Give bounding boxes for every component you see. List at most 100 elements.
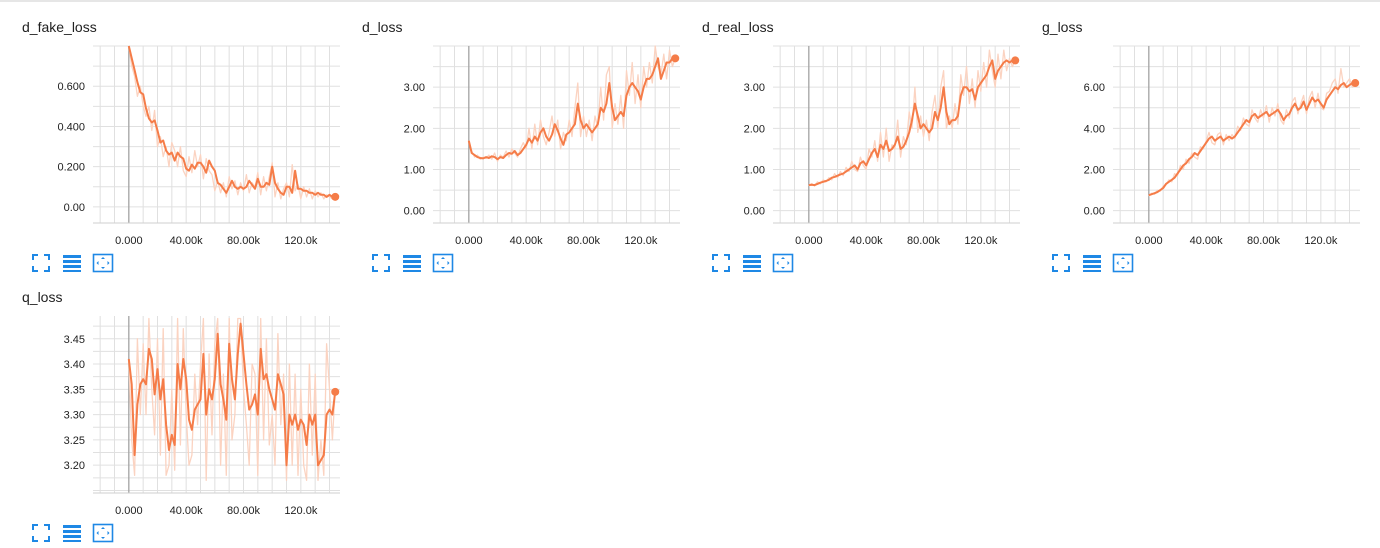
- x-tick-label: 120.0k: [284, 505, 318, 517]
- y-tick-label: 0.00: [404, 206, 425, 218]
- y-tick-label: 0.00: [64, 202, 85, 214]
- series-group: [808, 49, 1016, 187]
- y-tick-label: 0.200: [57, 162, 85, 174]
- expand-icon: [712, 254, 730, 272]
- x-tick-label: 0.000: [115, 235, 143, 247]
- series-group: [1148, 67, 1356, 197]
- chart-title: d_loss: [362, 19, 403, 35]
- chart-card-d-loss: d_loss 0.00 1.00 2.00 3.00 0.000 40.00k 80.00k…: [340, 0, 680, 273]
- y-tick-label: 4.00: [1084, 123, 1105, 135]
- expand-icon: [32, 524, 50, 542]
- chart-title: d_fake_loss: [22, 19, 97, 35]
- expand-button[interactable]: [370, 252, 392, 274]
- series-line-smoothed: [808, 59, 1016, 187]
- y-tick-label: 0.400: [57, 121, 85, 133]
- series-line-raw: [468, 45, 676, 162]
- y-tick-label: 3.30: [64, 410, 85, 422]
- y-tick-label: 3.00: [744, 82, 765, 94]
- chart-card-g-loss: g_loss 0.00 2.00 4.00 6.00 0.000 40.00k 80.00k…: [1020, 0, 1360, 273]
- x-tick-label: 80.00k: [1247, 235, 1281, 247]
- list-icon: [1083, 255, 1101, 272]
- x-tick-label: 80.00k: [227, 505, 261, 517]
- fit-to-data-button[interactable]: [92, 522, 114, 544]
- fit-to-data-icon: [92, 523, 114, 543]
- fit-to-data-button[interactable]: [1112, 252, 1134, 274]
- chart-card-d-real-loss: d_real_loss 0.00 1.00 2.00 3.00 0.000 40.00k 8…: [680, 0, 1020, 273]
- expand-button[interactable]: [1050, 252, 1072, 274]
- x-tick-label: 40.00k: [850, 235, 884, 247]
- expand-icon: [372, 254, 390, 272]
- fit-to-data-button[interactable]: [432, 252, 454, 274]
- series-line-smoothed: [1148, 82, 1356, 197]
- list-button[interactable]: [61, 252, 83, 274]
- series-line-raw: [128, 317, 336, 482]
- fit-to-data-icon: [1112, 253, 1134, 273]
- chart-title: d_real_loss: [702, 19, 774, 35]
- series-group: [467, 45, 676, 162]
- chart-card-q-loss: q_loss 3.20 3.25 3.30 3.35 3.40 3.45 0.000 40.0…: [0, 270, 340, 543]
- x-tick-label: 40.00k: [170, 505, 204, 517]
- chart-plot: 0.00 1.00 2.00 3.00 0.000 40.00k 80.00k 120.0k: [404, 45, 680, 247]
- x-tick-label: 120.0k: [624, 235, 658, 247]
- x-tick-label: 80.00k: [907, 235, 941, 247]
- series-line-smoothed: [127, 322, 337, 467]
- x-tick-label: 0.000: [1135, 235, 1163, 247]
- chart-card-d-fake-loss: d_fake_loss 0.00 0.200 0.400 0.600 0.000 40.0…: [0, 0, 340, 273]
- list-button[interactable]: [61, 522, 83, 544]
- chart-toolbar: [710, 252, 803, 274]
- y-tick-label: 2.00: [744, 123, 765, 135]
- fit-to-data-icon: [432, 253, 454, 273]
- y-tick-label: 3.35: [64, 384, 85, 396]
- y-tick-label: 2.00: [404, 123, 425, 135]
- list-button[interactable]: [1081, 252, 1103, 274]
- chart-plot: 3.20 3.25 3.30 3.35 3.40 3.45 0.000 40.00k 80.00…: [64, 316, 340, 517]
- y-tick-label: 3.45: [64, 334, 85, 346]
- x-tick-label: 80.00k: [567, 235, 601, 247]
- chart-toolbar: [370, 252, 463, 274]
- chart-plot: 0.00 2.00 4.00 6.00 0.000 40.00k 80.00k 120.0k: [1084, 45, 1360, 247]
- chart-plot: 0.00 1.00 2.00 3.00 0.000 40.00k 80.00k 120.0k: [744, 45, 1020, 247]
- y-tick-label: 1.00: [404, 164, 425, 176]
- y-tick-label: 0.00: [744, 206, 765, 218]
- series-end-marker: [331, 387, 340, 396]
- x-tick-label: 0.000: [455, 235, 483, 247]
- expand-button[interactable]: [30, 252, 52, 274]
- x-tick-label: 40.00k: [510, 235, 544, 247]
- chart-plot: 0.00 0.200 0.400 0.600 0.000 40.00k 80.00k 120.…: [57, 45, 340, 247]
- series-end-marker: [1351, 79, 1360, 88]
- y-tick-label: 0.600: [57, 81, 85, 93]
- y-tick-label: 3.00: [404, 82, 425, 94]
- series-line-raw: [1148, 67, 1356, 197]
- series-end-marker: [331, 192, 340, 201]
- series-line-smoothed: [467, 57, 676, 161]
- x-tick-label: 80.00k: [227, 235, 261, 247]
- list-button[interactable]: [741, 252, 763, 274]
- list-icon: [743, 255, 761, 272]
- list-icon: [63, 525, 81, 542]
- expand-button[interactable]: [30, 522, 52, 544]
- series-end-marker: [671, 54, 680, 63]
- list-button[interactable]: [401, 252, 423, 274]
- series-end-marker: [1011, 56, 1020, 65]
- series-group: [127, 317, 337, 482]
- x-tick-label: 120.0k: [1304, 235, 1338, 247]
- chart-toolbar: [30, 522, 123, 544]
- y-tick-label: 1.00: [744, 164, 765, 176]
- y-tick-label: 3.25: [64, 435, 85, 447]
- chart-title: q_loss: [22, 289, 63, 305]
- chart-toolbar: [30, 252, 123, 274]
- y-tick-label: 2.00: [1084, 164, 1105, 176]
- y-tick-label: 3.40: [64, 359, 85, 371]
- y-tick-label: 0.00: [1084, 206, 1105, 218]
- fit-to-data-button[interactable]: [772, 252, 794, 274]
- series-group: [127, 45, 336, 200]
- chart-title: g_loss: [1042, 19, 1083, 35]
- x-tick-label: 0.000: [115, 505, 143, 517]
- series-line-raw: [128, 45, 336, 200]
- fit-to-data-button[interactable]: [92, 252, 114, 274]
- expand-icon: [32, 254, 50, 272]
- expand-button[interactable]: [710, 252, 732, 274]
- chart-toolbar: [1050, 252, 1143, 274]
- y-tick-label: 3.20: [64, 460, 85, 472]
- expand-icon: [1052, 254, 1070, 272]
